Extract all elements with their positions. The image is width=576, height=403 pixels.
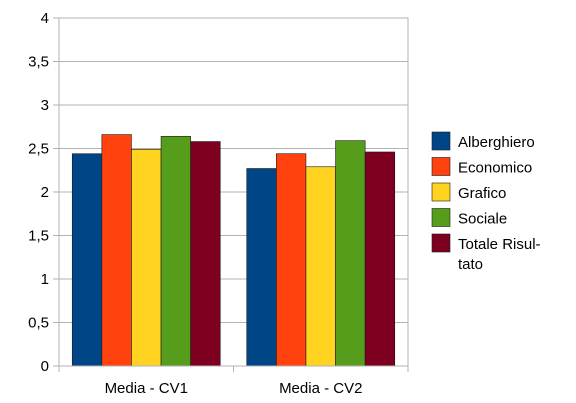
y-tick-label: 0 — [41, 358, 49, 375]
legend: Alberghiero Economico Grafico Sociale Totale… — [431, 131, 541, 273]
legend-swatch — [431, 157, 451, 176]
bar-economico-2 — [276, 153, 307, 367]
bar-totale-risultato-2 — [364, 151, 396, 367]
y-tick-label: 1,5 — [28, 228, 49, 245]
legend-swatch — [431, 233, 451, 253]
bars — [71, 134, 396, 367]
legend-swatch — [431, 182, 451, 202]
legend-label: Sociale — [458, 211, 507, 228]
bar-grafico-2 — [305, 166, 336, 367]
bar-sociale-2 — [335, 140, 366, 367]
legend-swatch — [431, 208, 451, 227]
bar-totale-risultato-1 — [190, 141, 221, 367]
bar-grafico-1 — [131, 149, 162, 367]
bar-alberghiero-2 — [246, 168, 277, 367]
legend-label: Totale Risul-tato — [458, 236, 541, 273]
bar-sociale-1 — [160, 136, 191, 367]
bar-alberghiero-1 — [71, 153, 103, 367]
axes: 0 0,5 1 1,5 2 2,5 3 3,5 4 Media - CV1 Media - CV2 — [28, 10, 409, 397]
legend-label: Grafico — [458, 185, 506, 202]
x-category-label: Media - CV2 — [279, 380, 362, 397]
legend-swatch — [431, 131, 451, 151]
y-tick-label: 2 — [41, 184, 49, 201]
y-tick-label: 1 — [41, 271, 49, 288]
y-tick-label: 3,5 — [28, 54, 49, 71]
y-tick-label: 0,5 — [28, 315, 49, 332]
x-category-label: Media - CV1 — [105, 380, 188, 397]
legend-label: Economico — [458, 160, 532, 177]
legend-label: Alberghiero — [458, 134, 535, 151]
y-tick-label: 2,5 — [28, 141, 49, 158]
y-tick-label: 4 — [41, 10, 49, 27]
bar-economico-1 — [101, 134, 132, 367]
y-tick-label: 3 — [41, 97, 49, 114]
